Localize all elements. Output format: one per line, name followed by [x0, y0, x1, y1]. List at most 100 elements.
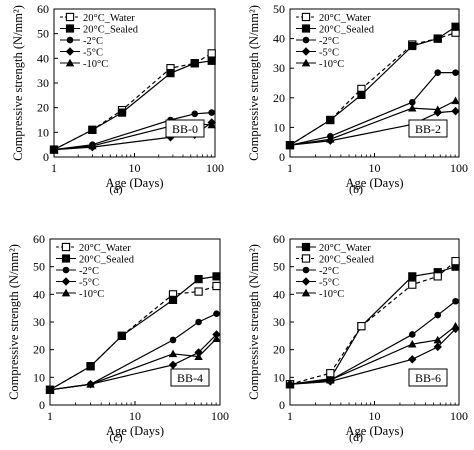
- legend-marker: [301, 12, 311, 22]
- data-series: [285, 96, 460, 149]
- data-point: [451, 256, 460, 266]
- data-point: [212, 281, 221, 291]
- x-tick-label: 10: [129, 161, 141, 175]
- data-point: [326, 375, 335, 384]
- y-tick-label: 0: [39, 398, 45, 412]
- y-tick-label: 60: [33, 232, 45, 246]
- data-point: [45, 385, 55, 394]
- y-tick-label: 40: [37, 51, 49, 65]
- y-tick-label: 30: [37, 76, 49, 90]
- y-tick-label: 20: [273, 343, 285, 357]
- y-axis-label: Compressive strength (N/mm²): [11, 5, 25, 161]
- data-point: [49, 145, 59, 153]
- x-tick-label: 10: [129, 409, 141, 423]
- legend-label: -10°C: [319, 289, 344, 300]
- legend-label: -5°C: [319, 278, 339, 289]
- x-tick-label: 100: [206, 161, 224, 175]
- data-point: [88, 125, 97, 134]
- legend-label: 20°C_Sealed: [83, 25, 139, 36]
- y-tick-label: 20: [33, 343, 45, 357]
- legend-marker: [61, 277, 71, 286]
- data-point: [434, 311, 442, 319]
- legend-marker: [61, 242, 71, 252]
- legend-label: -2°C: [319, 36, 339, 47]
- legend-label: -10°C: [83, 59, 108, 70]
- y-tick-label: 0: [43, 150, 49, 164]
- y-tick-label: 20: [273, 91, 285, 105]
- data-point: [434, 69, 442, 76]
- legend-marker: [61, 288, 71, 297]
- data-point: [88, 141, 97, 150]
- data-point: [433, 335, 442, 344]
- specimen-label: BB-6: [415, 371, 441, 385]
- panel-label: (b): [349, 182, 363, 196]
- data-point: [195, 318, 202, 326]
- legend-label: 20°C_Water: [319, 243, 371, 254]
- data-point: [408, 98, 416, 106]
- data-point: [408, 331, 416, 338]
- data-point: [86, 362, 95, 371]
- specimen-label-box: [165, 119, 205, 138]
- y-tick-label: 50: [273, 2, 285, 16]
- data-point: [168, 349, 178, 358]
- y-tick-label: 0: [279, 398, 285, 412]
- legend-label: 20°C_Water: [319, 13, 371, 24]
- y-tick-label: 40: [273, 287, 285, 301]
- y-tick-label: 60: [273, 232, 285, 246]
- data-point: [285, 140, 295, 149]
- legend-marker: [301, 47, 311, 56]
- y-tick-label: 10: [273, 370, 285, 384]
- x-tick-label: 1: [287, 409, 293, 423]
- panel-label: (a): [109, 182, 122, 196]
- data-point: [433, 105, 442, 113]
- legend-label: 20°C_Water: [83, 13, 135, 24]
- legend-label: -2°C: [79, 266, 99, 277]
- y-tick-label: 60: [37, 2, 49, 16]
- legend-marker: [65, 47, 75, 56]
- panel-label: (c): [109, 430, 122, 444]
- specimen-label-box: [408, 119, 448, 138]
- data-series: [286, 69, 459, 149]
- data-series: [285, 256, 460, 389]
- legend-label: 20°C_Water: [79, 243, 131, 254]
- data-point: [168, 295, 178, 304]
- data-point: [433, 342, 442, 352]
- chart-panel: 0 10 20 30 40 50 60 1 10 100 Compressive strength …: [11, 2, 224, 196]
- legend-marker: [65, 12, 75, 22]
- legend-marker: [301, 288, 311, 297]
- data-point: [169, 336, 177, 344]
- chart-panel: 0 10 20 30 40 50 1 10 100 Compressive strength (N…: [247, 2, 468, 196]
- y-tick-label: 30: [273, 315, 285, 329]
- y-tick-label: 50: [37, 27, 49, 41]
- y-tick-label: 40: [33, 287, 45, 301]
- legend-marker: [301, 277, 311, 286]
- data-point: [357, 90, 366, 99]
- chart-panel: 0 10 20 30 40 50 60 1 10 100 Compressive strength …: [247, 232, 468, 444]
- data-point: [194, 275, 203, 284]
- legend-label: -2°C: [319, 266, 339, 277]
- x-axis-label: Age (Days): [106, 424, 164, 438]
- specimen-label: BB-2: [415, 122, 441, 136]
- legend-marker: [302, 36, 310, 44]
- series-line: [289, 266, 456, 385]
- series-line: [289, 260, 456, 385]
- data-point: [357, 321, 366, 331]
- x-tick-label: 10: [369, 161, 381, 175]
- data-point: [451, 22, 460, 31]
- data-point: [207, 49, 216, 58]
- data-point: [117, 108, 127, 117]
- y-tick-label: 40: [273, 32, 285, 46]
- y-tick-label: 30: [273, 61, 285, 75]
- legend-marker: [302, 266, 310, 274]
- x-tick-label: 1: [287, 161, 293, 175]
- data-point: [191, 110, 199, 118]
- data-point: [408, 355, 417, 364]
- data-point: [408, 280, 417, 289]
- data-point: [166, 69, 175, 78]
- data-series: [285, 321, 460, 388]
- data-point: [451, 321, 460, 330]
- x-tick-label: 1: [47, 409, 53, 423]
- data-point: [208, 109, 216, 116]
